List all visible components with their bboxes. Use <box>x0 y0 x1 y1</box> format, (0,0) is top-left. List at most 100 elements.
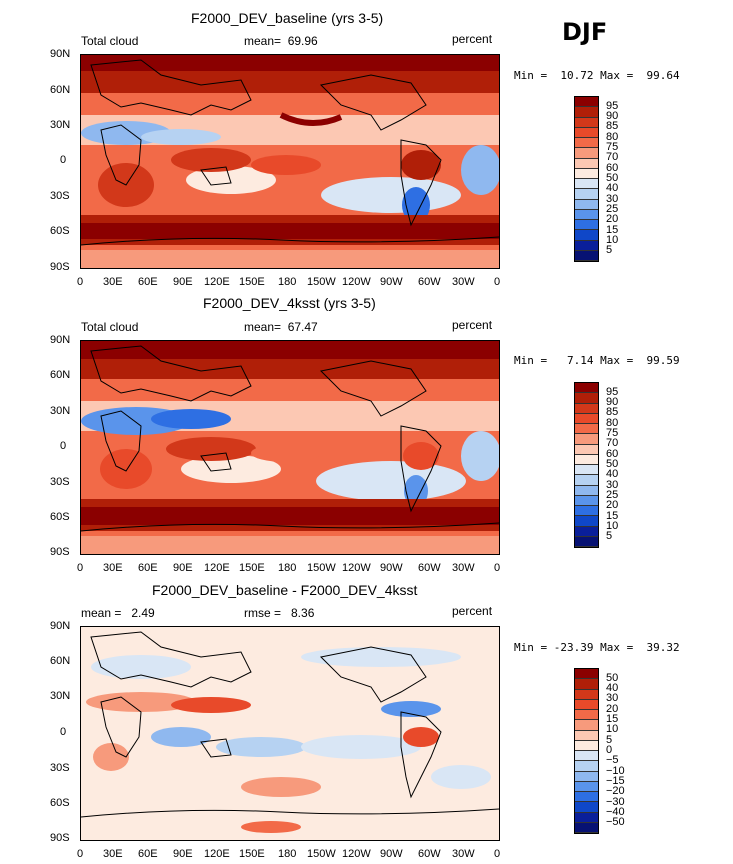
panel2-lat-tick: 60N <box>50 369 71 381</box>
panel3-rmse-label: rmse = 8.36 <box>244 606 315 620</box>
panel3-map <box>80 626 500 841</box>
panel2-lon-tick: 120W <box>342 562 371 574</box>
panel3-difference-field <box>81 627 499 840</box>
colorbar-swatch <box>575 730 598 741</box>
panel1-lat-tick: 0 <box>60 154 67 166</box>
panel3-title: F2000_DEV_baseline - F2000_DEV_4ksst <box>152 582 418 598</box>
panel3-lat-tick: 30N <box>50 690 71 702</box>
panel2-map <box>80 340 500 555</box>
colorbar-swatch <box>575 465 598 476</box>
panel1-lon-tick: 60W <box>418 276 441 288</box>
panel1-legend-label: 50 <box>606 172 619 184</box>
colorbar-swatch <box>575 485 598 496</box>
panel2-legend-label: 20 <box>606 499 619 511</box>
colorbar-swatch <box>575 812 598 823</box>
panel3-lat-tick: 60S <box>50 797 70 809</box>
panel3-legend-label: 30 <box>606 692 619 704</box>
panel1-lat-tick: 60N <box>50 84 71 96</box>
panel3-lon-tick: 60W <box>418 848 441 860</box>
colorbar-swatch <box>575 679 598 690</box>
panel2-legend-label: 85 <box>606 406 619 418</box>
panel2-lon-tick: 150E <box>239 562 265 574</box>
panel3-legend-label: −15 <box>606 775 625 787</box>
panel1-lon-tick: 0 <box>494 276 501 288</box>
colorbar-swatch <box>575 138 598 149</box>
panel1-colorbar <box>574 96 599 262</box>
panel3-legend-label: 5 <box>606 734 613 746</box>
panel3-lon-tick: 90W <box>380 848 403 860</box>
colorbar-swatch <box>575 792 598 803</box>
colorbar-swatch <box>575 240 598 251</box>
panel3-lon-tick: 0 <box>77 848 84 860</box>
panel3-legend-label: 0 <box>606 744 613 756</box>
colorbar-swatch <box>575 127 598 138</box>
panel2-lon-tick: 30W <box>452 562 475 574</box>
panel3-legend-label: 50 <box>606 672 619 684</box>
panel2-legend-label: 50 <box>606 458 619 470</box>
panel2-colorbar <box>574 382 599 548</box>
panel3-lon-tick: 120W <box>342 848 371 860</box>
panel2-lon-tick: 60E <box>138 562 158 574</box>
panel3-legend-label: −10 <box>606 765 625 777</box>
colorbar-swatch <box>575 97 598 108</box>
colorbar-swatch <box>575 802 598 813</box>
panel3-legend-label: −40 <box>606 806 625 818</box>
panel1-lon-tick: 30W <box>452 276 475 288</box>
panel3-lon-tick: 60E <box>138 848 158 860</box>
panel2-legend-label: 60 <box>606 448 619 460</box>
colorbar-swatch <box>575 536 598 547</box>
panel3-legend-label: −30 <box>606 796 625 808</box>
colorbar-swatch <box>575 383 598 394</box>
panel1-lon-tick: 150W <box>307 276 336 288</box>
panel2-legend-label: 75 <box>606 427 619 439</box>
colorbar-swatch <box>575 220 598 231</box>
panel3-legend-label: 10 <box>606 723 619 735</box>
panel1-legend-label: 70 <box>606 151 619 163</box>
colorbar-swatch <box>575 495 598 506</box>
panel3-lon-tick: 150E <box>239 848 265 860</box>
panel1-lon-tick: 0 <box>77 276 84 288</box>
panel3-legend-label: −20 <box>606 785 625 797</box>
panel1-lat-tick: 60S <box>50 225 70 237</box>
panel1-lon-tick: 90W <box>380 276 403 288</box>
panel3-lon-tick: 90E <box>173 848 193 860</box>
season-label: DJF <box>562 18 608 46</box>
colorbar-swatch <box>575 209 598 220</box>
colorbar-swatch <box>575 158 598 169</box>
colorbar-swatch <box>575 199 598 210</box>
panel2-legend-label: 15 <box>606 510 619 522</box>
panel1-lat-tick: 30S <box>50 190 70 202</box>
panel1-variable-label: Total cloud <box>81 34 139 48</box>
panel1-legend-label: 60 <box>606 162 619 174</box>
panel3-lat-tick: 90N <box>50 620 71 632</box>
panel2-lon-tick: 0 <box>494 562 501 574</box>
panel3-lon-tick: 120E <box>204 848 230 860</box>
panel1-legend-label: 75 <box>606 141 619 153</box>
panel3-lon-tick: 150W <box>307 848 336 860</box>
colorbar-swatch <box>575 699 598 710</box>
panel2-lon-tick: 180 <box>278 562 297 574</box>
colorbar-swatch <box>575 516 598 527</box>
colorbar-swatch <box>575 424 598 435</box>
panel1-legend-label: 10 <box>606 234 619 246</box>
panel1-cloud-field <box>81 55 499 268</box>
panel3-lon-tick: 180 <box>278 848 297 860</box>
colorbar-swatch <box>575 179 598 190</box>
panel2-lon-tick: 90W <box>380 562 403 574</box>
panel2-units: percent <box>452 318 493 332</box>
panel3-legend-label: 20 <box>606 703 619 715</box>
panel3-colorbar <box>574 668 599 834</box>
panel3-lon-tick: 30E <box>103 848 123 860</box>
colorbar-swatch <box>575 771 598 782</box>
colorbar-swatch <box>575 710 598 721</box>
panel1-legend-label: 25 <box>606 203 619 215</box>
colorbar-swatch <box>575 393 598 404</box>
panel2-lat-tick: 90N <box>50 334 71 346</box>
panel3-minmax: Min = -23.39 Max = 39.32 <box>514 641 680 654</box>
colorbar-swatch <box>575 740 598 751</box>
panel2-lon-tick: 120E <box>204 562 230 574</box>
panel2-lat-tick: 30N <box>50 405 71 417</box>
panel1-mean-label: mean= 69.96 <box>244 34 318 48</box>
panel1-lat-tick: 30N <box>50 119 71 131</box>
colorbar-swatch <box>575 761 598 772</box>
